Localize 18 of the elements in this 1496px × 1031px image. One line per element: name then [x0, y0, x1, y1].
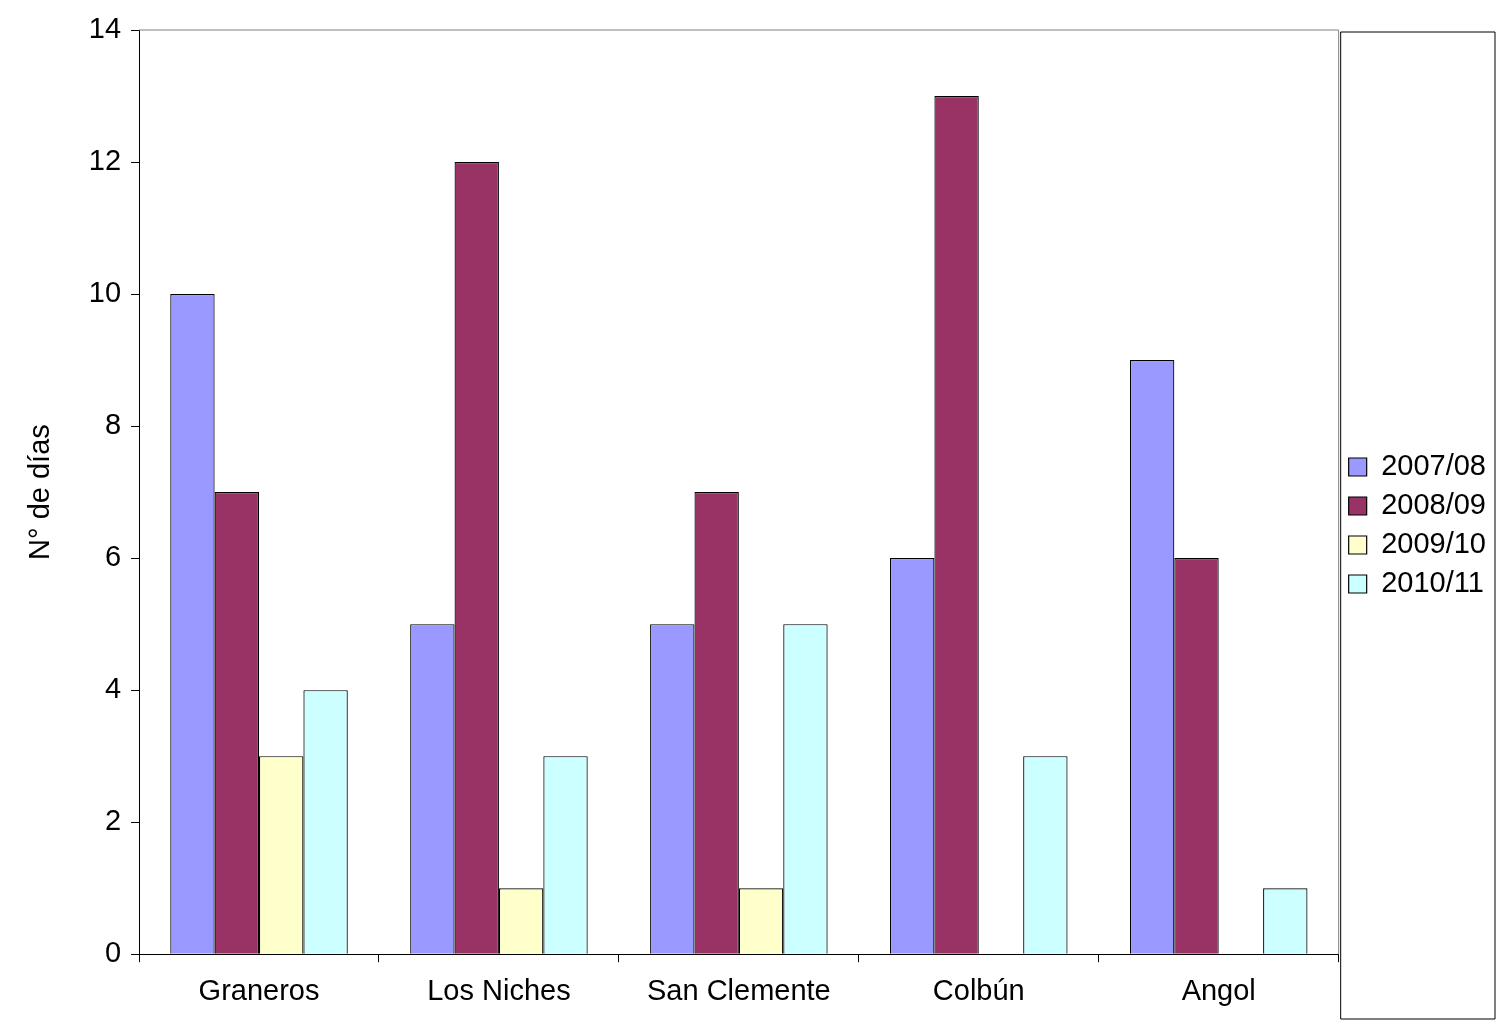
y-tick-label: 6 — [104, 540, 122, 573]
legend-label: 2010/11 — [1381, 566, 1484, 598]
y-tick-label: 0 — [104, 936, 122, 969]
legend-label: 2007/08 — [1381, 449, 1486, 481]
x-tick-label: Graneros — [198, 973, 320, 1006]
x-tick-label: San Clemente — [646, 973, 831, 1006]
legend-label: 2008/09 — [1381, 488, 1486, 520]
y-tick-label: 10 — [88, 276, 122, 309]
y-tick-label: 2 — [104, 804, 122, 837]
x-tick-label: Colbún — [932, 973, 1025, 1006]
legend-label: 2009/10 — [1381, 527, 1486, 559]
x-tick-label: Angol — [1181, 973, 1256, 1006]
x-tick-label: Los Niches — [427, 973, 571, 1006]
y-tick-label: 8 — [104, 408, 122, 441]
y-tick-label: 14 — [88, 12, 122, 44]
y-tick-label: 4 — [104, 672, 122, 705]
y-axis-title: N° de días — [23, 424, 56, 560]
y-tick-label: 12 — [88, 144, 122, 177]
